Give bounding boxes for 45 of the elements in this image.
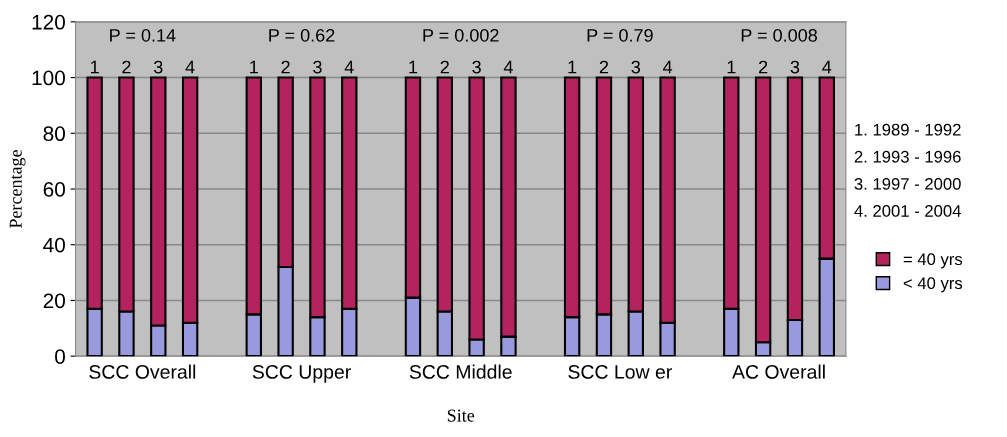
x-tick-label: 2 (440, 60, 449, 74)
text: 2. 1993 - 1996 (854, 150, 961, 163)
x-tick-label: 2 (599, 60, 609, 74)
legend-label: < 40 yrs (903, 277, 963, 293)
x-tick-label: 2 (759, 60, 768, 74)
x-tick-label: 3 (153, 60, 163, 74)
x-tick-label: 4 (822, 60, 832, 74)
x-tick-label: 3 (313, 60, 322, 74)
annotation: P = 0.79 (587, 28, 653, 42)
x-tick-label: 1 (568, 60, 577, 74)
annotation: P = 0.14 (110, 28, 176, 42)
x-tick-label: 1 (727, 60, 736, 74)
x-tick-label: 1 (250, 60, 258, 74)
text: 3. 1997 - 2000 (854, 177, 961, 190)
text: 1. 1989 - 1992 (855, 123, 961, 136)
text: SCC Overall (89, 364, 196, 379)
annotation: P = 0.008 (741, 28, 817, 42)
x-tick-label: 1 (409, 60, 418, 74)
y-tick-label: 100 (32, 70, 65, 86)
annotation: P = 0.002 (423, 28, 499, 42)
y-tick-label: 60 (43, 182, 65, 197)
text: AC Overall (732, 364, 825, 379)
x-tick-label: 1 (90, 60, 99, 74)
text: SCC Upper (252, 365, 351, 383)
y-tick-label: 20 (43, 293, 65, 309)
y-tick-label: 0 (55, 349, 65, 364)
x-tick-label: 2 (122, 60, 131, 74)
x-tick-label: 4 (503, 60, 513, 74)
text: 4. 2001 - 2004 (854, 205, 961, 217)
x-tick-label: 4 (663, 60, 673, 74)
x-tick-label: 3 (631, 60, 641, 74)
y-tick-label: 40 (43, 237, 65, 253)
y-tick-label: 120 (32, 14, 65, 30)
y-tick-label: 80 (43, 126, 65, 142)
text: SCC Low er (568, 365, 672, 379)
text: SCC Middle (409, 364, 512, 379)
y-axis-title: Percentage (9, 150, 26, 229)
x-tick-label: 4 (344, 60, 354, 74)
annotation: P = 0.62 (269, 28, 335, 42)
x-tick-label: 4 (185, 60, 195, 74)
x-axis-title: Site (447, 409, 475, 422)
legend-label: = 40 yrs (903, 253, 963, 269)
x-tick-label: 2 (281, 60, 290, 74)
x-tick-label: 3 (790, 60, 800, 74)
x-tick-label: 3 (472, 60, 481, 74)
